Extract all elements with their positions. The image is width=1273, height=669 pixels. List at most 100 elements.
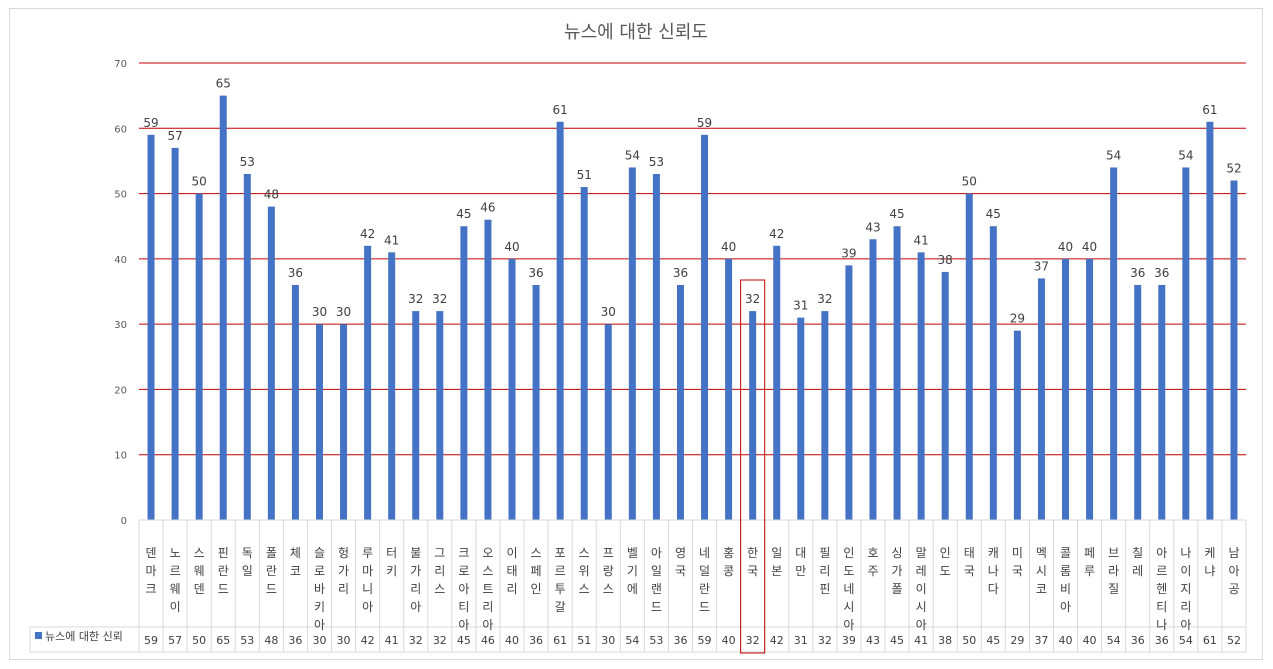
table-value: 59: [144, 634, 158, 647]
table-value: 38: [938, 634, 952, 647]
category-labels: 덴 마 크 노 르 웨 이 스 웨 덴 핀 란 드 독 일 폴 란 드 체 코 슬 로 바 키 아 헝 가 리 루 마 니 아 터 키 불 가 리 아 그 리…: [146, 546, 1240, 632]
table-value: 51: [577, 634, 591, 647]
bar: [845, 265, 853, 520]
table-value: 36: [288, 634, 302, 647]
data-label: 36: [1154, 266, 1169, 280]
bar: [797, 317, 805, 520]
bar: [821, 311, 829, 520]
data-label: 51: [577, 168, 592, 182]
bar: [436, 311, 444, 520]
data-label: 36: [528, 266, 543, 280]
data-label: 50: [962, 175, 977, 189]
table-value: 40: [1059, 634, 1073, 647]
bar: [725, 258, 733, 520]
table-value: 31: [794, 634, 808, 647]
data-label: 32: [432, 292, 447, 306]
data-label: 59: [143, 116, 158, 130]
data-label: 57: [167, 129, 182, 143]
bar: [388, 252, 396, 521]
data-label: 42: [769, 227, 784, 241]
table-value: 53: [649, 634, 663, 647]
data-label: 29: [1010, 312, 1025, 326]
table-value: 50: [192, 634, 206, 647]
bar: [893, 226, 901, 520]
bar: [484, 219, 492, 520]
bar: [1158, 284, 1166, 520]
bar: [340, 324, 348, 520]
bar: [1062, 258, 1070, 520]
table-value: 32: [818, 634, 832, 647]
table-value: 36: [673, 634, 687, 647]
table-value: 50: [962, 634, 976, 647]
data-label: 54: [1106, 148, 1121, 162]
table-value: 39: [842, 634, 856, 647]
chart-title: 뉴스에 대한 신뢰도: [564, 22, 708, 43]
table-value: 30: [601, 634, 615, 647]
table-value: 42: [361, 634, 375, 647]
data-label: 41: [384, 233, 399, 247]
bar: [315, 324, 323, 520]
data-label: 30: [312, 305, 327, 319]
legend: 뉴스에 대한 신뢰: [35, 630, 123, 643]
data-label: 52: [1226, 162, 1241, 176]
data-label: 31: [793, 299, 808, 313]
bar: [195, 193, 203, 521]
bar: [941, 271, 949, 520]
table-value: 40: [1083, 634, 1097, 647]
table-value: 46: [481, 634, 495, 647]
data-label: 61: [553, 103, 568, 117]
data-label: 42: [360, 227, 375, 241]
table-value: 57: [168, 634, 182, 647]
bar: [989, 226, 997, 520]
gridlines: [139, 62, 1246, 456]
data-label: 30: [336, 305, 351, 319]
table-value: 54: [625, 634, 639, 647]
table-value: 41: [914, 634, 928, 647]
bar: [676, 284, 684, 520]
bar: [749, 311, 757, 520]
data-label: 37: [1034, 259, 1049, 273]
table-value: 37: [1034, 634, 1048, 647]
table-value: 54: [1179, 634, 1193, 647]
bar: [917, 252, 925, 521]
data-label: 45: [889, 207, 904, 221]
y-tick-label: 70: [114, 59, 127, 70]
table-value: 30: [337, 634, 351, 647]
bar: [1230, 180, 1238, 520]
bar: [532, 284, 540, 520]
bar: [580, 187, 588, 521]
table-value: 29: [1010, 634, 1024, 647]
data-label: 46: [480, 201, 495, 215]
data-label: 41: [913, 233, 928, 247]
table-value: 40: [505, 634, 519, 647]
bar: [219, 95, 227, 521]
table-value: 59: [698, 634, 712, 647]
data-label: 61: [1202, 103, 1217, 117]
chart-frame: [9, 8, 1263, 660]
bar: [556, 121, 564, 520]
y-tick-label: 10: [114, 451, 127, 462]
bar: [773, 245, 781, 521]
data-label: 45: [456, 207, 471, 221]
